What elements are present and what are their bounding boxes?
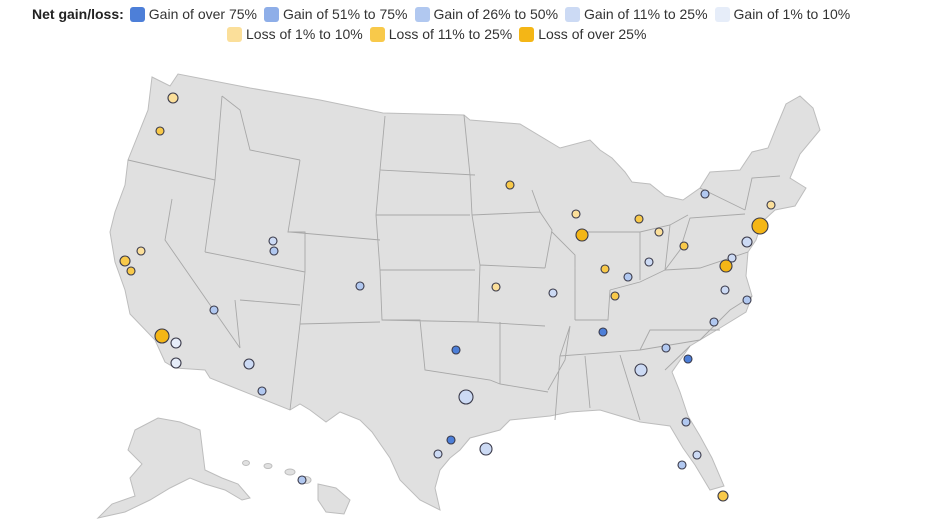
legend-label: Gain of 1% to 10% xyxy=(733,6,851,22)
city-marker[interactable] xyxy=(677,460,687,470)
legend-row-2: Loss of 1% to 10% Loss of 11% to 25% Los… xyxy=(0,24,932,44)
city-marker[interactable] xyxy=(243,358,255,370)
land-layer xyxy=(96,73,821,519)
city-marker[interactable] xyxy=(136,246,146,256)
city-marker[interactable] xyxy=(720,285,730,295)
city-marker[interactable] xyxy=(600,264,610,274)
city-marker[interactable] xyxy=(742,295,752,305)
legend-item-gain-1-10: Gain of 1% to 10% xyxy=(714,6,851,22)
city-marker[interactable] xyxy=(355,281,365,291)
city-marker[interactable] xyxy=(479,442,493,456)
legend-swatch xyxy=(369,26,385,42)
legend-title: Net gain/loss: xyxy=(32,6,124,22)
city-marker[interactable] xyxy=(766,200,776,210)
city-marker[interactable] xyxy=(491,282,501,292)
city-marker[interactable] xyxy=(679,241,689,251)
city-marker[interactable] xyxy=(654,227,664,237)
city-marker[interactable] xyxy=(269,246,279,256)
legend-swatch xyxy=(414,6,430,22)
legend-label: Loss of 1% to 10% xyxy=(246,26,363,42)
legend-swatch xyxy=(129,6,145,22)
hawaii-island-1 xyxy=(242,460,250,466)
legend-item-gain-over-75: Gain of over 75% xyxy=(129,6,257,22)
city-marker[interactable] xyxy=(119,255,131,267)
legend-swatch xyxy=(263,6,279,22)
city-marker[interactable] xyxy=(700,189,710,199)
city-marker[interactable] xyxy=(610,291,620,301)
city-marker[interactable] xyxy=(458,389,474,405)
legend-swatch xyxy=(519,26,535,42)
city-marker[interactable] xyxy=(154,328,170,344)
city-marker[interactable] xyxy=(451,345,461,355)
legend-swatch xyxy=(714,6,730,22)
city-marker[interactable] xyxy=(209,305,219,315)
alaska-shape xyxy=(96,417,251,519)
hawaii-island-3 xyxy=(284,468,296,476)
city-marker[interactable] xyxy=(719,259,733,273)
legend-swatch xyxy=(227,26,242,42)
city-marker[interactable] xyxy=(126,266,136,276)
city-marker[interactable] xyxy=(433,449,443,459)
city-marker[interactable] xyxy=(257,386,267,396)
city-markers xyxy=(119,92,776,502)
city-marker[interactable] xyxy=(505,180,515,190)
legend-label: Gain of 11% to 25% xyxy=(584,6,708,22)
legend-label: Gain of over 75% xyxy=(148,6,257,22)
contiguous-us-shape xyxy=(109,73,821,511)
city-marker[interactable] xyxy=(170,337,182,349)
city-marker[interactable] xyxy=(297,475,307,485)
legend-item-loss-over-25: Loss of over 25% xyxy=(519,26,646,42)
city-marker[interactable] xyxy=(727,253,737,263)
city-marker[interactable] xyxy=(598,327,608,337)
city-marker[interactable] xyxy=(571,209,581,219)
state-border-layer xyxy=(127,95,781,421)
hawaii-island-2 xyxy=(263,463,273,469)
city-marker[interactable] xyxy=(661,343,671,353)
city-marker[interactable] xyxy=(683,354,693,364)
city-marker[interactable] xyxy=(548,288,558,298)
city-marker[interactable] xyxy=(692,450,702,460)
legend-item-gain-51-75: Gain of 51% to 75% xyxy=(263,6,408,22)
city-marker[interactable] xyxy=(575,228,589,242)
city-marker[interactable] xyxy=(170,357,182,369)
legend-item-loss-11-25: Loss of 11% to 25% xyxy=(369,26,513,42)
city-marker[interactable] xyxy=(446,435,456,445)
city-marker[interactable] xyxy=(751,217,769,235)
city-marker[interactable] xyxy=(634,363,648,377)
legend-item-gain-26-50: Gain of 26% to 50% xyxy=(414,6,559,22)
legend-item-loss-1-10: Loss of 1% to 10% xyxy=(227,26,363,42)
legend-label: Loss of over 25% xyxy=(538,26,647,42)
city-marker[interactable] xyxy=(741,236,753,248)
legend-item-gain-11-25: Gain of 11% to 25% xyxy=(565,6,708,22)
city-marker[interactable] xyxy=(155,126,165,136)
city-marker[interactable] xyxy=(717,490,729,502)
legend-label: Gain of 51% to 75% xyxy=(282,6,408,22)
city-marker[interactable] xyxy=(623,272,633,282)
legend-swatch xyxy=(565,6,581,22)
city-marker[interactable] xyxy=(644,257,654,267)
city-marker[interactable] xyxy=(681,417,691,427)
city-marker[interactable] xyxy=(167,92,179,104)
legend: Net gain/loss: Gain of over 75% Gain of … xyxy=(0,4,932,44)
city-marker[interactable] xyxy=(709,317,719,327)
city-marker[interactable] xyxy=(268,236,278,246)
legend-label: Loss of 11% to 25% xyxy=(388,26,513,42)
legend-row-1: Net gain/loss: Gain of over 75% Gain of … xyxy=(0,4,932,24)
state-borders xyxy=(127,95,781,421)
legend-label: Gain of 26% to 50% xyxy=(433,6,559,22)
hawaii-island-5 xyxy=(317,483,351,515)
city-marker[interactable] xyxy=(634,214,644,224)
